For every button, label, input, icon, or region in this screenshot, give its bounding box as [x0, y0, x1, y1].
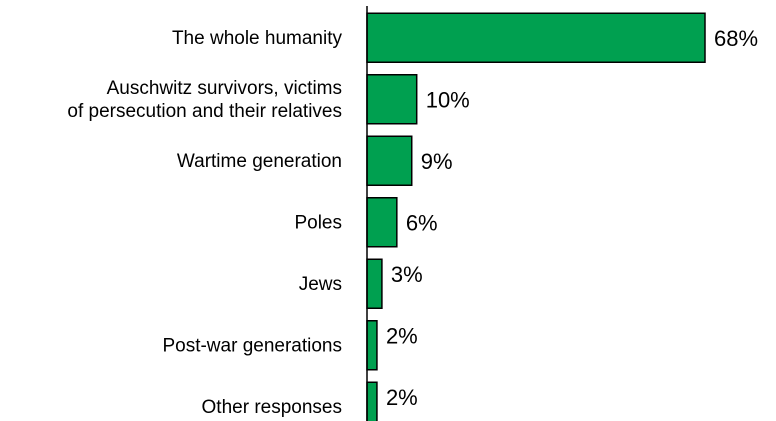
value-label-3: 6%	[406, 210, 438, 235]
category-label-2: Wartime generation	[177, 151, 342, 172]
category-label-line: Poles	[294, 212, 342, 233]
category-label-3: Poles	[294, 212, 342, 233]
category-label-line: Auschwitz survivors, victims	[107, 78, 342, 99]
value-label-2: 9%	[421, 149, 453, 174]
category-label-line: Wartime generation	[177, 151, 342, 172]
bars-layer	[366, 12, 706, 421]
category-label-1: Auschwitz survivors, victims of persecuti…	[67, 78, 342, 122]
category-label-line: of persecution and their relatives	[67, 101, 342, 122]
bar-1	[366, 74, 418, 125]
category-labels-layer: The whole humanity Auschwitz survivors, v…	[67, 28, 342, 418]
bar-6	[366, 381, 378, 421]
category-label-5: Post-war generations	[162, 335, 342, 356]
bar-2	[366, 135, 413, 186]
bar-4	[366, 258, 383, 309]
value-label-1: 10%	[426, 87, 470, 112]
value-labels-layer: 68% 10% 9% 6% 3% 2% 2%	[386, 26, 758, 410]
value-label-6: 2%	[386, 385, 418, 410]
category-label-6: Other responses	[202, 397, 342, 418]
bar-3	[366, 197, 398, 248]
category-label-line: Post-war generations	[162, 335, 342, 356]
value-label-4: 3%	[391, 262, 423, 287]
value-label-5: 2%	[386, 323, 418, 348]
bar-0	[366, 12, 706, 63]
bar-5	[366, 320, 378, 371]
category-label-line: The whole humanity	[172, 28, 343, 49]
category-label-line: Jews	[299, 274, 342, 295]
value-label-0: 68%	[714, 26, 758, 51]
category-label-line: Other responses	[202, 397, 342, 418]
category-label-4: Jews	[299, 274, 342, 295]
category-label-0: The whole humanity	[172, 28, 343, 49]
